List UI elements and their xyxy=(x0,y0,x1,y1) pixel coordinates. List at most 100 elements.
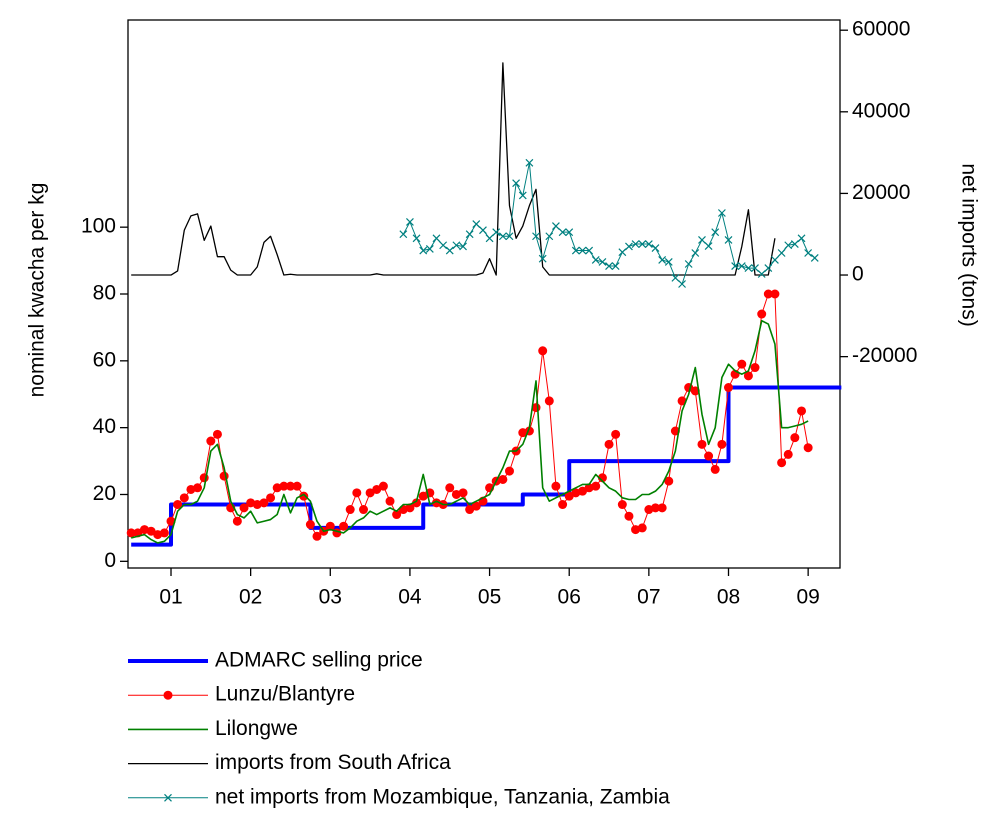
legend-label: imports from South Africa xyxy=(215,751,451,774)
point xyxy=(259,498,269,508)
y2-axis-label: net imports (tons) xyxy=(957,163,980,326)
x-tick-label: 08 xyxy=(717,586,740,609)
point xyxy=(492,228,501,237)
point xyxy=(212,429,222,439)
point xyxy=(232,516,242,526)
point xyxy=(804,249,813,257)
point xyxy=(743,371,753,381)
point xyxy=(604,439,614,449)
point xyxy=(471,501,481,511)
y-tick-label: 20 xyxy=(93,482,116,505)
point xyxy=(651,244,660,253)
point xyxy=(757,270,766,278)
point xyxy=(710,464,720,474)
x-tick-label: 02 xyxy=(239,586,262,609)
point xyxy=(664,476,674,486)
point xyxy=(558,500,568,510)
x-tick-label: 01 xyxy=(159,586,182,609)
point xyxy=(459,242,467,251)
point xyxy=(737,359,747,369)
point xyxy=(406,218,414,226)
y-tick-label: 40 xyxy=(93,415,116,438)
point xyxy=(764,264,773,273)
point xyxy=(777,249,786,257)
x-tick-label: 03 xyxy=(319,586,342,609)
point xyxy=(518,191,527,200)
point xyxy=(617,500,627,510)
point xyxy=(538,346,548,356)
point xyxy=(578,246,587,255)
point xyxy=(445,483,455,493)
point xyxy=(558,228,567,237)
point xyxy=(485,234,494,243)
point xyxy=(206,436,216,446)
point xyxy=(770,289,780,299)
point xyxy=(717,439,727,449)
point xyxy=(810,253,819,262)
x-tick-label: 06 xyxy=(558,586,581,609)
point xyxy=(498,474,508,484)
y2-tick-label: -20000 xyxy=(852,344,917,367)
point xyxy=(439,241,448,250)
series-line xyxy=(131,62,776,276)
point xyxy=(532,232,540,241)
point xyxy=(803,443,813,453)
point xyxy=(790,240,799,248)
point xyxy=(737,262,746,270)
point xyxy=(445,246,454,255)
point xyxy=(698,236,706,244)
point xyxy=(724,236,733,244)
series-line xyxy=(131,293,809,537)
point xyxy=(412,234,421,243)
point xyxy=(551,481,561,491)
legend-label: Lilongwe xyxy=(215,717,298,740)
point xyxy=(637,523,647,533)
point xyxy=(525,158,534,167)
point xyxy=(591,481,601,491)
x-tick-label: 09 xyxy=(796,586,819,609)
point xyxy=(783,449,793,459)
point xyxy=(711,228,720,237)
point xyxy=(173,500,183,510)
point xyxy=(585,246,594,255)
point xyxy=(731,262,740,270)
y-tick-label: 80 xyxy=(93,282,116,305)
y2-tick-label: 40000 xyxy=(852,99,910,122)
x-tick-label: 05 xyxy=(478,586,501,609)
point xyxy=(658,256,667,264)
point xyxy=(750,363,760,373)
point xyxy=(359,505,369,515)
point xyxy=(777,458,787,468)
point xyxy=(551,222,560,230)
point xyxy=(717,209,726,217)
point xyxy=(631,240,640,248)
point xyxy=(684,260,693,268)
point xyxy=(419,246,428,255)
point xyxy=(538,254,547,263)
point xyxy=(385,496,395,506)
y2-tick-label: 60000 xyxy=(852,18,910,41)
point xyxy=(193,483,203,493)
point xyxy=(292,481,302,491)
legend-label: Lunzu/Blantyre xyxy=(215,683,355,706)
point xyxy=(751,264,759,273)
point xyxy=(159,528,169,538)
point xyxy=(352,488,362,498)
point xyxy=(544,396,554,406)
plot-frame xyxy=(127,19,841,569)
point xyxy=(512,179,521,188)
legend-marker xyxy=(163,690,173,700)
point xyxy=(618,248,627,257)
point xyxy=(399,230,408,239)
point xyxy=(797,406,807,416)
point xyxy=(644,240,653,248)
point xyxy=(598,258,607,266)
point xyxy=(691,249,700,257)
point xyxy=(239,503,249,513)
point xyxy=(266,493,276,503)
point xyxy=(704,242,713,250)
y2-tick-label: 0 xyxy=(852,263,864,286)
point xyxy=(179,493,189,503)
point xyxy=(790,433,800,443)
